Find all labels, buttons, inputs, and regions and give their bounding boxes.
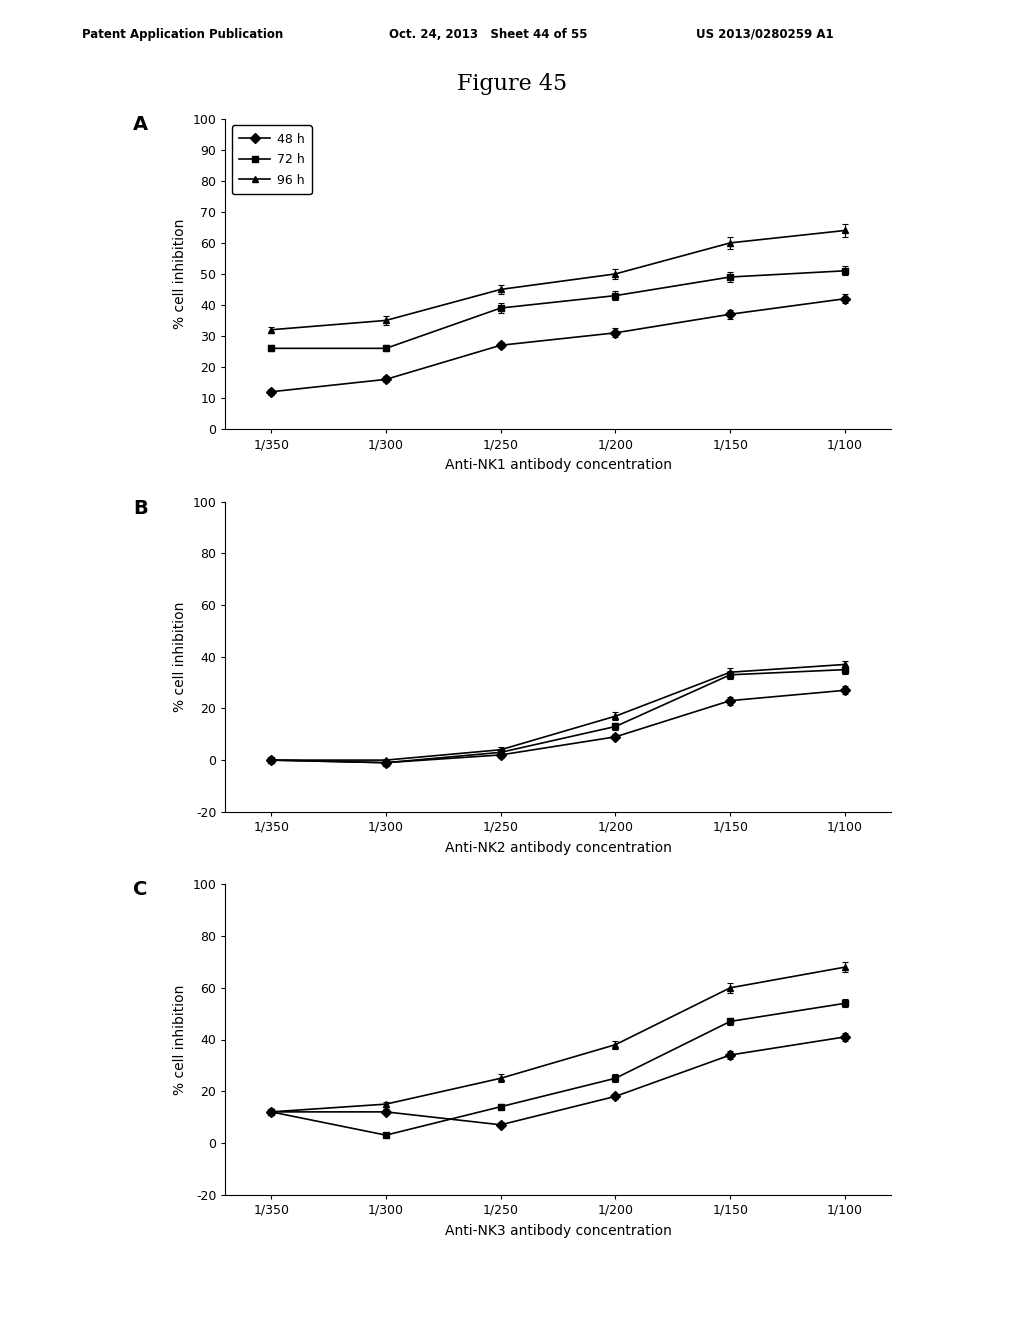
72 h (724, 1014, 736, 1030)
X-axis label: Anti-NK3 antibody concentration: Anti-NK3 antibody concentration (444, 1224, 672, 1238)
48 h (724, 306, 736, 322)
Line: 48 h: 48 h (267, 686, 849, 766)
48 h (839, 682, 851, 698)
Line: 72 h: 72 h (267, 667, 849, 766)
96 h (724, 664, 736, 680)
Y-axis label: % cell inhibition: % cell inhibition (173, 219, 186, 329)
Line: 48 h: 48 h (267, 296, 849, 395)
96 h (495, 1071, 507, 1086)
48 h (724, 693, 736, 709)
Text: Figure 45: Figure 45 (457, 73, 567, 95)
Line: 96 h: 96 h (267, 964, 849, 1115)
72 h (839, 263, 851, 279)
96 h (839, 960, 851, 975)
96 h (609, 265, 622, 281)
72 h (724, 667, 736, 682)
48 h (380, 371, 392, 387)
72 h (724, 269, 736, 285)
X-axis label: Anti-NK2 antibody concentration: Anti-NK2 antibody concentration (444, 841, 672, 855)
Line: 72 h: 72 h (267, 999, 849, 1139)
48 h (839, 1030, 851, 1045)
96 h (724, 235, 736, 251)
48 h (495, 338, 507, 354)
72 h (609, 288, 622, 304)
96 h (839, 656, 851, 672)
Line: 48 h: 48 h (267, 1034, 849, 1129)
72 h (495, 300, 507, 315)
72 h (265, 1104, 278, 1119)
48 h (495, 1117, 507, 1133)
96 h (265, 752, 278, 768)
X-axis label: Anti-NK1 antibody concentration: Anti-NK1 antibody concentration (444, 458, 672, 473)
Y-axis label: % cell inhibition: % cell inhibition (173, 602, 186, 711)
96 h (380, 313, 392, 329)
Text: A: A (133, 115, 148, 133)
48 h (265, 1104, 278, 1119)
72 h (265, 752, 278, 768)
72 h (380, 755, 392, 771)
Text: B: B (133, 499, 147, 517)
72 h (839, 661, 851, 677)
Text: Oct. 24, 2013   Sheet 44 of 55: Oct. 24, 2013 Sheet 44 of 55 (389, 28, 588, 41)
72 h (380, 341, 392, 356)
96 h (265, 1104, 278, 1119)
72 h (495, 1098, 507, 1114)
96 h (380, 752, 392, 768)
Line: 96 h: 96 h (267, 227, 849, 333)
Line: 96 h: 96 h (267, 661, 849, 763)
48 h (609, 1089, 622, 1105)
48 h (495, 747, 507, 763)
96 h (724, 979, 736, 995)
72 h (380, 1127, 392, 1143)
72 h (609, 718, 622, 734)
96 h (609, 709, 622, 725)
72 h (265, 341, 278, 356)
48 h (839, 290, 851, 306)
96 h (495, 742, 507, 758)
Line: 72 h: 72 h (267, 268, 849, 352)
48 h (609, 729, 622, 744)
48 h (265, 752, 278, 768)
72 h (609, 1071, 622, 1086)
48 h (724, 1047, 736, 1063)
96 h (839, 223, 851, 239)
48 h (609, 325, 622, 341)
Text: US 2013/0280259 A1: US 2013/0280259 A1 (696, 28, 834, 41)
Legend: 48 h, 72 h, 96 h: 48 h, 72 h, 96 h (231, 125, 311, 194)
96 h (609, 1036, 622, 1052)
Text: C: C (133, 880, 147, 899)
72 h (839, 995, 851, 1011)
48 h (380, 1104, 392, 1119)
48 h (380, 755, 392, 771)
48 h (265, 384, 278, 400)
96 h (380, 1096, 392, 1111)
72 h (495, 744, 507, 760)
Y-axis label: % cell inhibition: % cell inhibition (173, 985, 186, 1094)
Text: Patent Application Publication: Patent Application Publication (82, 28, 284, 41)
96 h (265, 322, 278, 338)
96 h (495, 281, 507, 297)
